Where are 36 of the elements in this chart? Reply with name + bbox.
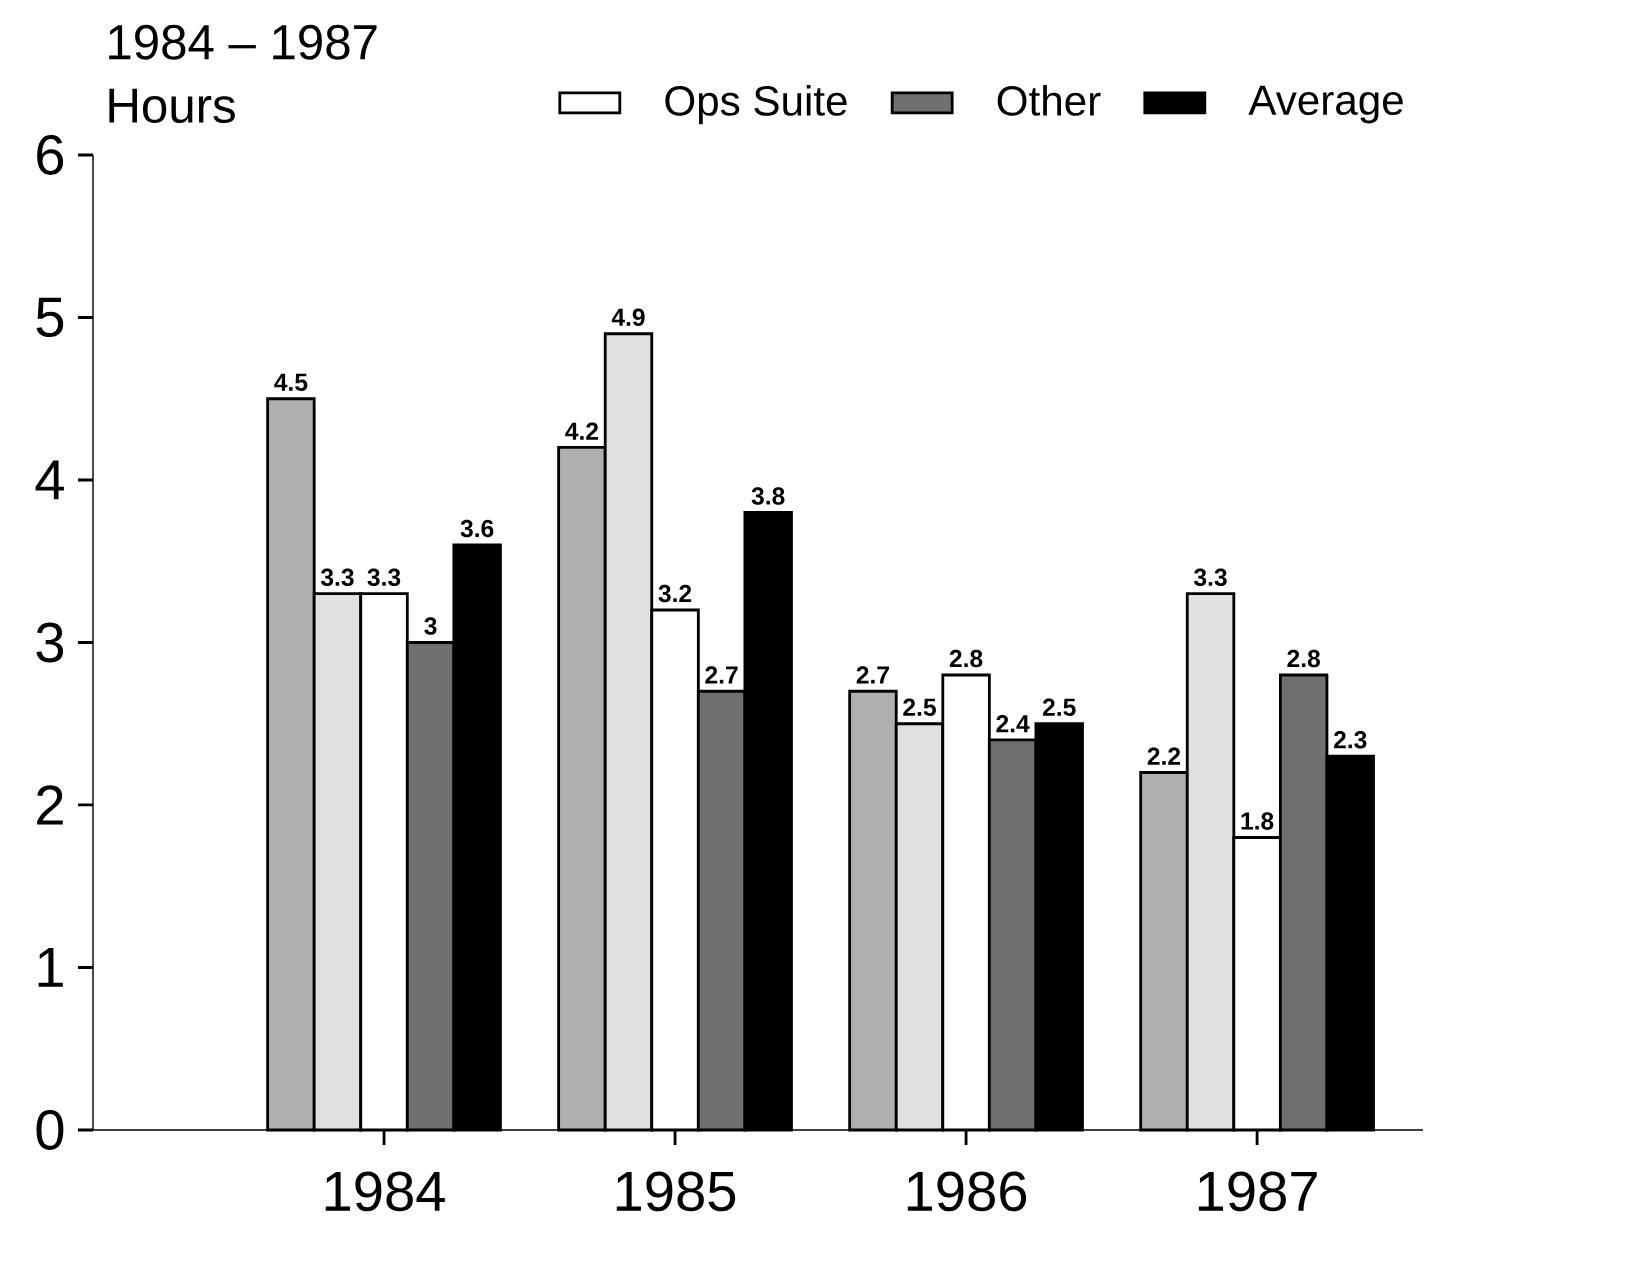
data-label: 2.7	[856, 666, 889, 684]
y-tick-label: 0	[36, 1110, 64, 1150]
y-tick-label: 4	[35, 460, 64, 500]
x-tick-label: 1986	[907, 1171, 1027, 1212]
x-tick-label: 1984	[325, 1171, 445, 1212]
data-label: 3.3	[1193, 568, 1227, 587]
data-label: 3	[424, 617, 437, 635]
y-tick-label: 3	[36, 622, 64, 663]
legend-label: Other	[997, 84, 1101, 116]
data-label: 4.5	[274, 373, 308, 391]
data-label: 2.5	[903, 698, 936, 716]
data-label: 2.2	[1147, 747, 1181, 765]
data-label: 4.9	[611, 308, 645, 326]
data-label: 3.6	[460, 519, 494, 538]
data-label: 3.3	[367, 568, 401, 587]
data-label: 1.8	[1241, 812, 1274, 830]
y-tick-label: 6	[37, 135, 64, 175]
chart-title: 1984 – 1987	[109, 24, 377, 60]
y-axis-title: Hours	[109, 88, 235, 124]
data-label: 2.4	[996, 715, 1030, 733]
data-label: 2.3	[1333, 731, 1367, 749]
x-tick-label: 1985	[616, 1171, 736, 1212]
data-label: 3.2	[658, 584, 692, 603]
x-tick-label: 1987	[1198, 1171, 1317, 1212]
y-tick-label: 1	[38, 948, 63, 987]
legend-label: Average	[1248, 85, 1403, 124]
data-label: 2.5	[1042, 698, 1076, 716]
data-label: 3.3	[320, 568, 354, 587]
y-tick-label: 2	[37, 785, 63, 825]
data-label: 2.8	[1287, 649, 1320, 668]
data-label: 2.7	[705, 666, 738, 684]
legend-label: Ops Suite	[665, 84, 847, 125]
data-label: 4.2	[565, 422, 599, 440]
data-label: 3.8	[751, 487, 785, 505]
data-label: 2.8	[949, 649, 983, 668]
y-tick-label: 5	[36, 297, 64, 338]
